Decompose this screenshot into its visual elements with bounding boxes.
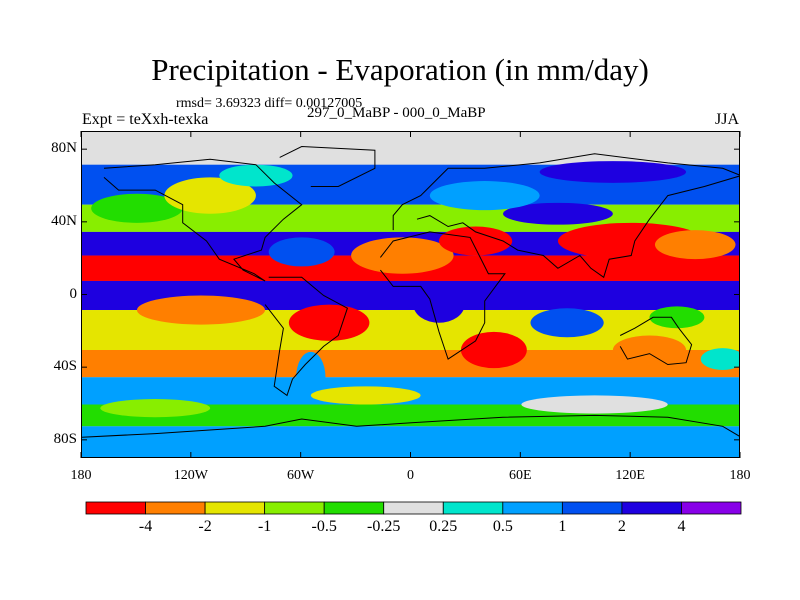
map-patch-5	[91, 193, 183, 223]
colorbar-swatch-5	[383, 501, 444, 515]
experiment-label: Expt = teXxh-texka	[82, 111, 209, 128]
map-patch-21	[521, 395, 668, 414]
colorbar-swatch-9	[621, 501, 682, 515]
colorbar-label: -2	[198, 518, 212, 535]
map-patch-22	[100, 399, 211, 418]
plot-title: Precipitation - Evaporation (in mm/day)	[151, 52, 649, 87]
map-band-0	[82, 132, 739, 165]
lat-tick-label: 80S	[53, 430, 77, 447]
map-patch-19	[700, 348, 739, 370]
map-patch-15	[413, 286, 465, 323]
lon-tick-label: 120E	[615, 468, 645, 483]
lat-tick-label: 0	[69, 285, 78, 302]
land-outline-2	[279, 145, 376, 187]
precipitation-map	[82, 132, 739, 457]
land-outline-5	[619, 316, 693, 366]
map-patch-4	[654, 230, 736, 260]
map-patch-6	[164, 177, 256, 214]
period-label: 297_0_MaBP - 000_0_MaBP	[307, 105, 486, 121]
colorbar-swatch-0	[85, 501, 146, 515]
colorbar-label: 0.5	[492, 518, 513, 535]
colorbar-label: 1	[558, 518, 567, 535]
land-outline-3	[392, 153, 739, 279]
colorbar-swatch-10	[681, 501, 742, 515]
season-label: JJA	[715, 111, 740, 128]
map-patch-18	[649, 306, 705, 329]
lon-tick-label: 60W	[287, 468, 315, 483]
lon-tick-label: 60E	[509, 468, 532, 483]
lon-tick-label: 180	[70, 468, 92, 483]
colorbar-label: 0.25	[429, 518, 458, 535]
colorbar-label: -0.5	[311, 518, 337, 535]
map-patch-12	[288, 304, 370, 341]
map-patch-16	[612, 335, 687, 365]
map-patch-2	[503, 202, 613, 225]
map-patch-0	[351, 237, 454, 274]
lon-tick-label: 180	[729, 468, 751, 483]
colorbar-swatch-4	[323, 501, 385, 515]
land-outline-4	[380, 231, 506, 360]
stats-label: rmsd= 3.69323 diff= 0.00127005	[176, 96, 363, 111]
land-outline-6	[82, 414, 739, 438]
colorbar-swatch-8	[561, 501, 623, 515]
colorbar-label: -0.25	[367, 518, 401, 535]
map-patch-9	[429, 181, 540, 211]
lon-tick-label: 0	[407, 468, 414, 483]
colorbar-swatch-7	[502, 501, 563, 515]
lat-tick-label: 80N	[51, 140, 77, 157]
lon-tick-label: 120W	[173, 468, 208, 483]
colorbar-swatch-6	[442, 501, 504, 515]
colorbar-swatch-1	[145, 501, 206, 515]
colorbar-label: -4	[138, 518, 153, 535]
colorbar-swatch-3	[264, 501, 325, 515]
colorbar-label: 4	[677, 518, 686, 535]
map-patch-20	[310, 386, 421, 405]
map-patch-11	[136, 295, 266, 325]
map-patch-10	[539, 161, 687, 183]
map-patch-14	[460, 331, 527, 369]
map-patch-13	[296, 351, 326, 403]
land-outline-0	[103, 158, 303, 282]
colorbar-swatch-2	[204, 501, 266, 515]
map-plot-area	[81, 131, 740, 458]
land-outline-1	[264, 276, 349, 397]
lat-tick-label: 40S	[53, 358, 77, 375]
lat-tick-label: 40N	[51, 212, 77, 229]
map-patch-8	[268, 237, 335, 267]
map-patch-17	[530, 308, 604, 338]
map-patch-7	[219, 164, 293, 187]
colorbar-label: -1	[257, 518, 272, 535]
colorbar-label: 2	[617, 518, 626, 535]
map-patch-1	[438, 226, 513, 256]
